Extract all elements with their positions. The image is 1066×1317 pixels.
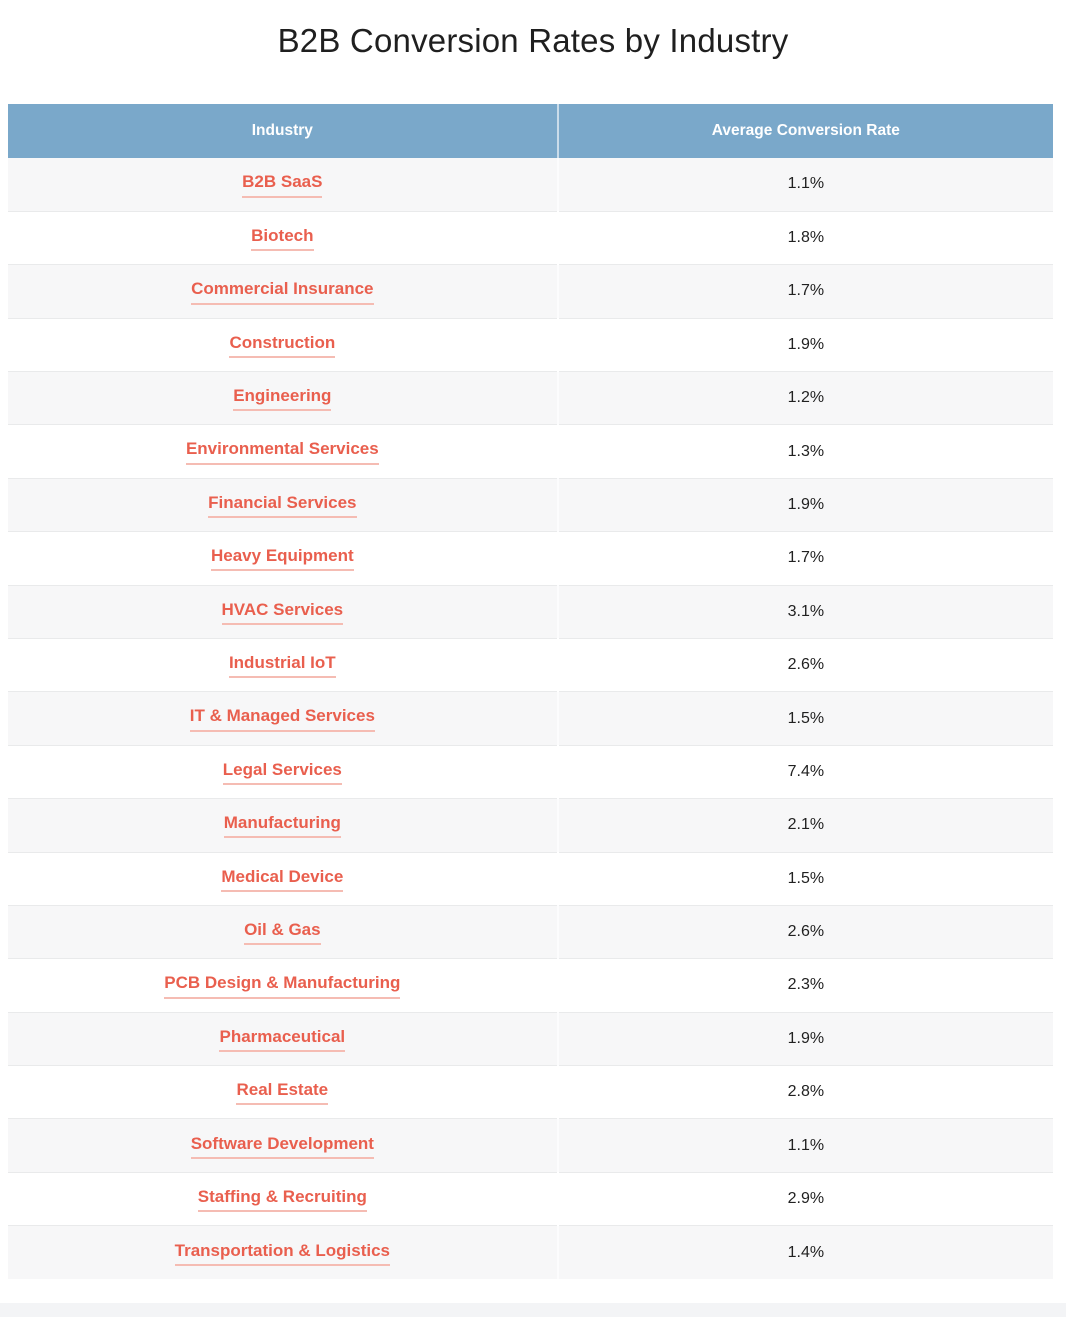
table-row: Engineering 1.2% bbox=[8, 370, 1053, 425]
rate-value: 1.7% bbox=[556, 264, 1053, 319]
table-row: B2B SaaS 1.1% bbox=[8, 157, 1053, 212]
table-row: PCB Design & Manufacturing 2.3% bbox=[8, 958, 1053, 1013]
rate-value: 2.6% bbox=[556, 637, 1053, 692]
industry-link[interactable]: Construction bbox=[229, 332, 336, 358]
column-header-industry: Industry bbox=[8, 103, 558, 158]
table-row: Software Development 1.1% bbox=[8, 1118, 1053, 1173]
industry-cell: PCB Design & Manufacturing bbox=[8, 958, 558, 1013]
table-header: Industry Average Conversion Rate bbox=[8, 103, 1053, 158]
below-table-background bbox=[0, 1303, 1066, 1317]
table-row: Manufacturing 2.1% bbox=[8, 798, 1053, 853]
industry-link[interactable]: Manufacturing bbox=[223, 812, 341, 839]
rate-value: 1.9% bbox=[556, 1011, 1053, 1066]
industry-link[interactable]: PCB Design & Manufacturing bbox=[164, 972, 401, 999]
industry-link[interactable]: Oil & Gas bbox=[244, 919, 321, 946]
table-row: Industrial IoT 2.6% bbox=[8, 637, 1053, 692]
header-row: Industry Average Conversion Rate bbox=[8, 103, 1053, 158]
industry-cell: Staffing & Recruiting bbox=[8, 1171, 558, 1226]
industry-link[interactable]: B2B SaaS bbox=[242, 171, 323, 198]
industry-link[interactable]: Industrial IoT bbox=[228, 652, 336, 679]
table-row: Legal Services 7.4% bbox=[8, 744, 1053, 799]
rate-value: 1.5% bbox=[556, 851, 1053, 906]
table-row: Heavy Equipment 1.7% bbox=[8, 531, 1053, 586]
industry-link[interactable]: Real Estate bbox=[236, 1079, 329, 1106]
industry-cell: Commercial Insurance bbox=[8, 264, 558, 319]
table-row: Environmental Services 1.3% bbox=[8, 424, 1053, 479]
industry-link[interactable]: Staffing & Recruiting bbox=[197, 1186, 367, 1213]
industry-cell: Software Development bbox=[8, 1118, 558, 1173]
table-row: Staffing & Recruiting 2.9% bbox=[8, 1171, 1053, 1226]
table-row: Biotech 1.8% bbox=[8, 210, 1053, 265]
table-row: Financial Services 1.9% bbox=[8, 477, 1053, 532]
table-row: Commercial Insurance 1.7% bbox=[8, 264, 1053, 319]
industry-link[interactable]: Transportation & Logistics bbox=[174, 1240, 390, 1266]
table-row: Transportation & Logistics 1.4% bbox=[8, 1225, 1053, 1280]
industry-cell: HVAC Services bbox=[8, 584, 558, 639]
industry-link[interactable]: Medical Device bbox=[221, 866, 344, 892]
rate-value: 2.8% bbox=[556, 1065, 1053, 1119]
industry-cell: Engineering bbox=[8, 370, 558, 425]
industry-cell: Oil & Gas bbox=[8, 904, 558, 959]
table-row: HVAC Services 3.1% bbox=[8, 584, 1053, 639]
industry-cell: Construction bbox=[8, 317, 558, 372]
industry-link[interactable]: Heavy Equipment bbox=[211, 545, 354, 572]
column-header-average-conversion-rate: Average Conversion Rate bbox=[556, 103, 1053, 158]
rate-value: 1.1% bbox=[556, 157, 1053, 212]
table-row: Pharmaceutical 1.9% bbox=[8, 1011, 1053, 1066]
rate-value: 1.8% bbox=[556, 210, 1053, 265]
industry-link[interactable]: Pharmaceutical bbox=[219, 1026, 346, 1052]
industry-cell: IT & Managed Services bbox=[8, 691, 558, 746]
rate-value: 1.2% bbox=[556, 370, 1053, 425]
industry-cell: Medical Device bbox=[8, 851, 558, 906]
conversion-rates-table: Industry Average Conversion Rate B2B Saa… bbox=[8, 103, 1053, 1280]
industry-cell: Environmental Services bbox=[8, 424, 558, 479]
industry-cell: Biotech bbox=[8, 210, 558, 265]
industry-link[interactable]: Engineering bbox=[233, 385, 332, 412]
industry-link[interactable]: Legal Services bbox=[222, 759, 342, 786]
industry-cell: Heavy Equipment bbox=[8, 531, 558, 586]
rate-value: 1.9% bbox=[556, 477, 1053, 532]
table-row: Oil & Gas 2.6% bbox=[8, 904, 1053, 959]
industry-link[interactable]: Environmental Services bbox=[185, 438, 379, 465]
industry-cell: Legal Services bbox=[8, 744, 558, 799]
table-row: Construction 1.9% bbox=[8, 317, 1053, 372]
rate-value: 2.6% bbox=[556, 904, 1053, 959]
rate-value: 1.5% bbox=[556, 691, 1053, 746]
page: B2B Conversion Rates by Industry Industr… bbox=[0, 22, 1066, 1317]
industry-cell: Manufacturing bbox=[8, 798, 558, 853]
industry-cell: Pharmaceutical bbox=[8, 1011, 558, 1066]
rate-value: 2.3% bbox=[556, 958, 1053, 1013]
rate-value: 1.9% bbox=[556, 317, 1053, 372]
industry-cell: Financial Services bbox=[8, 477, 558, 532]
industry-link[interactable]: HVAC Services bbox=[221, 599, 344, 625]
industry-link[interactable]: IT & Managed Services bbox=[189, 705, 375, 732]
industry-link[interactable]: Software Development bbox=[190, 1133, 374, 1159]
industry-link[interactable]: Commercial Insurance bbox=[191, 278, 374, 305]
rate-value: 2.9% bbox=[556, 1171, 1053, 1226]
rate-value: 7.4% bbox=[556, 744, 1053, 799]
industry-cell: B2B SaaS bbox=[8, 158, 558, 211]
industry-cell: Real Estate bbox=[8, 1065, 558, 1119]
page-title: B2B Conversion Rates by Industry bbox=[277, 22, 789, 59]
industry-link[interactable]: Biotech bbox=[251, 225, 314, 252]
table-row: Medical Device 1.5% bbox=[8, 851, 1053, 906]
industry-cell: Transportation & Logistics bbox=[8, 1225, 558, 1280]
rate-value: 1.7% bbox=[556, 531, 1053, 586]
rate-value: 3.1% bbox=[556, 584, 1053, 639]
conversion-table-wrap: Industry Average Conversion Rate B2B Saa… bbox=[8, 103, 1053, 1280]
industry-link[interactable]: Financial Services bbox=[208, 492, 357, 519]
table-row: Real Estate 2.8% bbox=[8, 1065, 1053, 1119]
rate-value: 1.1% bbox=[556, 1118, 1053, 1173]
table-body: B2B SaaS 1.1% Biotech 1.8% Commercial In… bbox=[8, 157, 1053, 1280]
rate-value: 2.1% bbox=[556, 798, 1053, 853]
industry-cell: Industrial IoT bbox=[8, 637, 558, 692]
rate-value: 1.4% bbox=[556, 1225, 1053, 1280]
table-row: IT & Managed Services 1.5% bbox=[8, 691, 1053, 746]
rate-value: 1.3% bbox=[556, 424, 1053, 479]
